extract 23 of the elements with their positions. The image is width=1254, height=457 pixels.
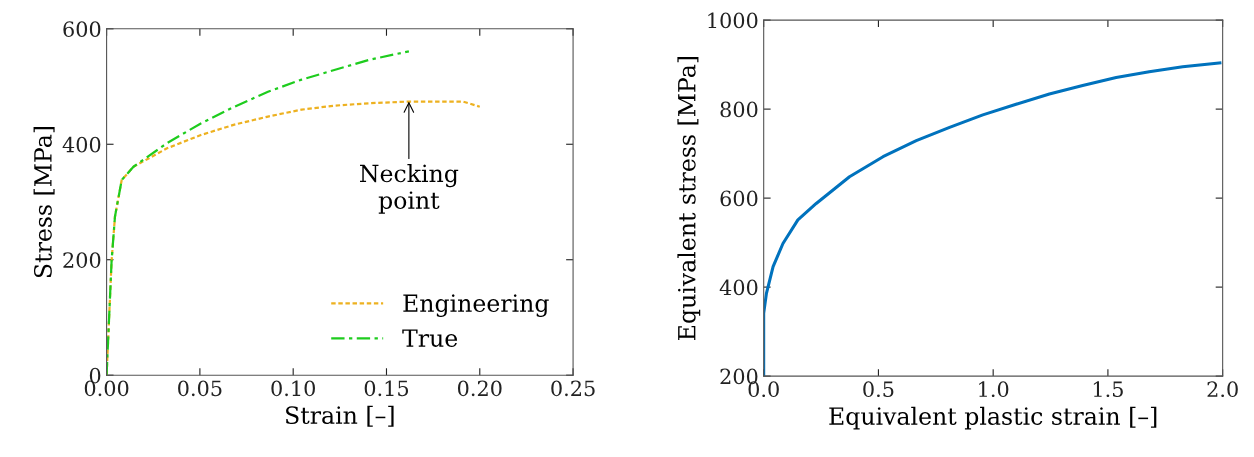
y-tick-label: 600 [63,21,101,37]
legend-label: Engineering [403,294,549,317]
y-tick-label: 800 [720,101,758,118]
y-tick-label: 400 [719,279,758,296]
y-tick-label: 600 [720,190,758,207]
y-axis-title: Stress [MPa] [33,126,55,278]
x-axis-title: Strain [–] [286,405,394,427]
x-tick-label: 0.05 [178,380,222,397]
x-tick-label: 1.0 [979,381,1009,398]
x-tick-label: 0.5 [863,381,894,398]
x-axis-title: Equivalent plastic strain [–] [829,406,1157,430]
x-tick-label: 1.5 [1093,381,1123,398]
y-tick-label: 200 [63,252,101,268]
x-tick-label: 0.15 [364,380,409,397]
y-tick-label: 1000 [708,12,758,29]
x-tick-label: 0.25 [551,380,595,397]
y-tick-label: 400 [62,136,101,153]
y-axis-title: Equivalent stress [MPa] [677,56,701,340]
x-tick-label: 2.0 [1207,381,1238,398]
x-tick-label: 0.20 [457,380,502,397]
annotation: Necking point [360,164,459,214]
legend-label: True [402,329,458,348]
x-tick-label: 0.10 [271,380,315,397]
